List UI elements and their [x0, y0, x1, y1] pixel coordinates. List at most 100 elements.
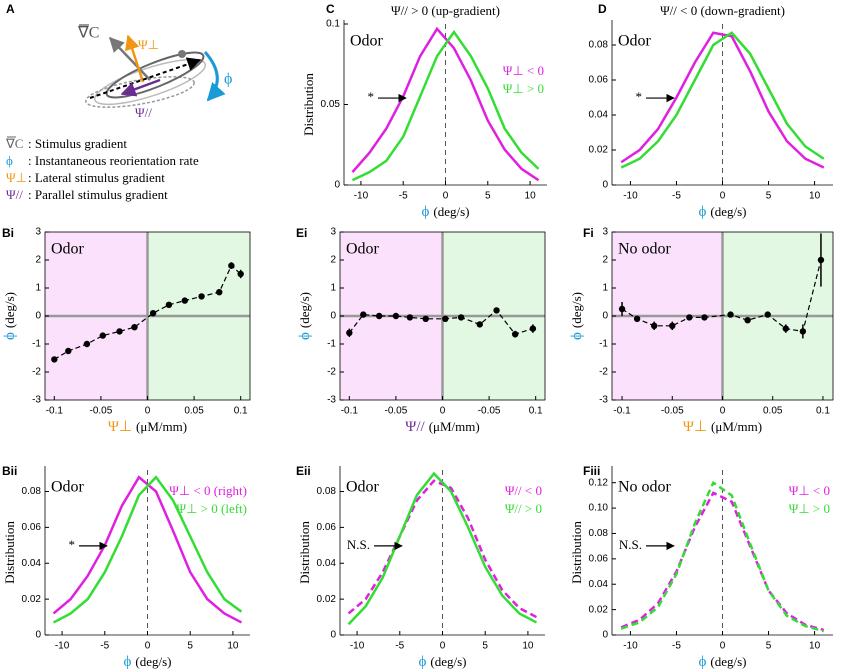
panel-a: A ∇C Ψ⊥ Ψ// ϕ	[6, 2, 232, 138]
annotation: *	[636, 89, 643, 104]
series-line	[347, 471, 538, 626]
x-tick-label: 5	[485, 191, 491, 202]
y-tick-label: 1	[602, 283, 608, 294]
point	[198, 293, 205, 300]
x-tick-label: 0	[440, 406, 446, 417]
point	[633, 315, 641, 322]
y-tick-label: -2	[32, 367, 41, 378]
y-tick-label: 0	[35, 630, 41, 641]
x-axis-label: ϕ (deg/s)	[421, 204, 469, 220]
condition-label: No odor	[618, 479, 672, 496]
x-tick-label: 5	[482, 641, 488, 652]
x-tick-label: -0.05	[385, 406, 408, 417]
panel-label: C	[326, 2, 335, 16]
y-tick-label: 0.08	[22, 486, 42, 497]
condition-label: Odor	[346, 241, 380, 258]
y-tick-label: 0.02	[22, 594, 42, 605]
legend-symbol: ϕ	[6, 153, 13, 168]
lateral-arrow	[125, 34, 145, 83]
legend-text: : Instantaneous reorientation rate	[28, 153, 199, 168]
point	[360, 311, 367, 318]
x-axis-label: Ψ// (μM/mm)	[405, 419, 479, 435]
panel-label: Bii	[2, 464, 17, 478]
condition-label: Odor	[350, 33, 384, 50]
x-tick-label: 10	[227, 641, 239, 652]
y-label-symbol: ϕ	[569, 332, 585, 340]
x-tick-label: 5	[766, 641, 772, 652]
point	[51, 356, 58, 363]
y-tick-label: -3	[599, 395, 608, 406]
panel-title: Ψ// < 0 (down-gradient)	[660, 3, 785, 18]
series-line	[52, 475, 243, 624]
y-tick-label: 3	[602, 227, 608, 238]
point	[83, 340, 91, 348]
point	[116, 328, 123, 335]
x-tick-label: 10	[809, 641, 821, 652]
point	[744, 317, 751, 324]
y-axis-label: Distribution	[569, 521, 584, 584]
panel: Bi -3 -2 -1 0 1 2 3 -0.1 -0.05 0 0.05 0.1 Ψ⊥ (μM/mm) ϕ (…	[2, 226, 251, 435]
panel: D Ψ// < 0 (down-gradient) 0 0.02 0.04 0.06 0.0…	[589, 2, 833, 220]
x-label-symbol: ϕ	[421, 204, 429, 220]
x-tick-label: -5	[672, 191, 681, 202]
y-tick-label: 0.02	[589, 604, 609, 615]
x-label-text: (μM/mm)	[711, 419, 762, 434]
y-tick-label: -1	[32, 339, 41, 350]
y-tick-label: 0.04	[317, 558, 337, 569]
x-tick-label: 0.05	[763, 406, 783, 417]
x-label-text: (deg/s)	[430, 654, 466, 669]
x-label-text: (μM/mm)	[429, 419, 480, 434]
y-tick-label: 0.10	[589, 503, 609, 514]
condition-label: Odor	[618, 33, 652, 50]
point	[764, 311, 771, 318]
y-tick-label: 2	[602, 255, 608, 266]
x-tick-label: -0.1	[341, 406, 359, 417]
y-tick-label: 1	[35, 283, 41, 294]
y-tick-label: 0.02	[317, 594, 337, 605]
condition-label: Odor	[346, 479, 380, 496]
annotation: *	[69, 537, 76, 552]
point	[493, 307, 500, 314]
x-label-text: (μM/mm)	[136, 419, 187, 434]
point	[131, 324, 138, 331]
panel-label: Eii	[296, 464, 311, 478]
y-tick-label: 0	[330, 311, 336, 322]
x-tick-label: -0.1	[613, 406, 631, 417]
x-tick-label: 5	[766, 191, 772, 202]
point	[216, 289, 223, 296]
x-label-symbol: ϕ	[698, 204, 706, 220]
x-label-text: (deg/s)	[433, 204, 469, 219]
y-tick-label: -1	[327, 339, 336, 350]
panel: Ei -3 -2 -1 0 1 2 3 -0.1 -0.05 0 -0.05 0.1 Ψ// (μM/mm)…	[296, 226, 546, 435]
y-tick-label: -3	[327, 395, 336, 406]
track-ellipse	[85, 76, 195, 108]
y-tick-label: 0.08	[317, 486, 337, 497]
y-tick-label: 0.05	[321, 99, 341, 110]
x-tick-label: 0	[720, 191, 726, 202]
legend-entry: Ψ// < 0	[505, 483, 542, 498]
y-tick-label: 0.06	[317, 522, 337, 533]
point	[457, 314, 465, 321]
y-tick-label: 0.06	[589, 553, 609, 564]
y-tick-label: -2	[599, 367, 608, 378]
y-tick-label: 0.08	[589, 528, 609, 539]
point	[817, 256, 825, 264]
point	[701, 314, 708, 321]
y-tick-label: 2	[35, 255, 41, 266]
panel: Fi -3 -2 -1 0 1 2 3 -0.1 -0.05 0 0.05 0.1 Ψ⊥ (μM/mm) ϕ (…	[569, 226, 834, 435]
x-axis-label: ϕ (deg/s)	[418, 654, 466, 670]
legend-entry: Ψ// > 0	[505, 501, 542, 516]
point	[165, 301, 173, 308]
rate-arrow	[203, 51, 226, 102]
point	[392, 312, 400, 320]
y-tick-label: 0.1	[326, 19, 340, 30]
panel: Bii 0 0.02 0.04 0.06 0.08 -10 -5 0 5 10 ϕ (deg/s) Dis…	[2, 464, 250, 670]
y-label-text: (deg/s)	[2, 292, 17, 328]
x-tick-label: 10	[525, 191, 537, 202]
x-tick-label: 0	[145, 406, 151, 417]
point	[442, 315, 449, 322]
y-tick-label: -2	[327, 367, 336, 378]
point	[375, 312, 383, 320]
legend-entry: Ψ⊥ < 0	[503, 63, 544, 78]
